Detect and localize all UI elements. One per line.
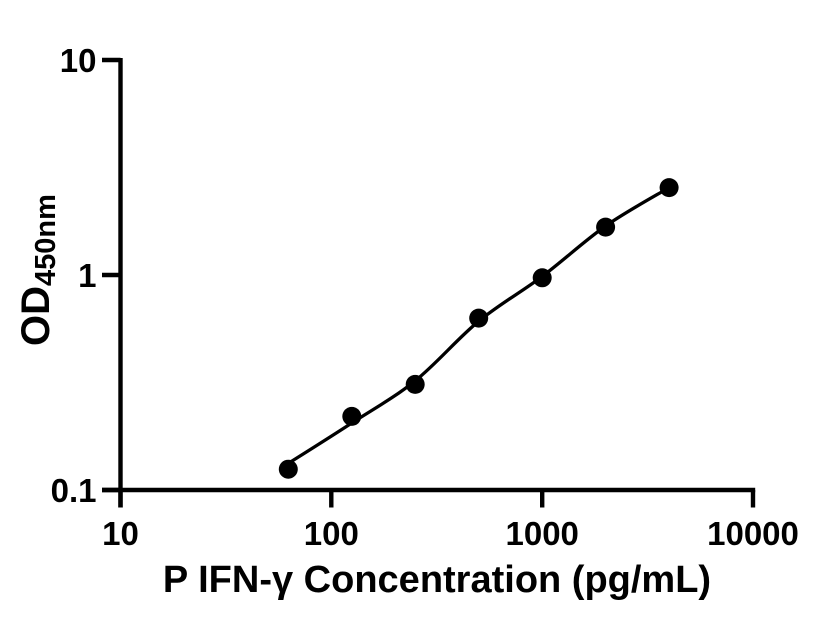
x-tick-label: 10000: [707, 515, 799, 552]
y-tick-label: 1: [78, 257, 96, 294]
y-axis-title-text: OD: [14, 285, 58, 346]
y-axis-title: OD450nm: [14, 120, 62, 420]
data-point: [469, 308, 489, 328]
data-point: [405, 374, 425, 394]
data-point: [278, 459, 298, 479]
data-point: [342, 406, 362, 426]
x-axis-title: P IFN-γ Concentration (pg/mL): [162, 559, 712, 601]
y-tick-label: 0.1: [51, 472, 97, 509]
data-point: [596, 217, 616, 237]
x-tick-label: 100: [304, 515, 359, 552]
data-point: [532, 268, 552, 288]
x-tick-label: 1000: [505, 515, 578, 552]
y-tick-label: 10: [60, 42, 97, 79]
x-tick-label: 10: [102, 515, 139, 552]
data-point: [659, 178, 679, 198]
y-axis-title-subscript: 450nm: [30, 194, 62, 286]
